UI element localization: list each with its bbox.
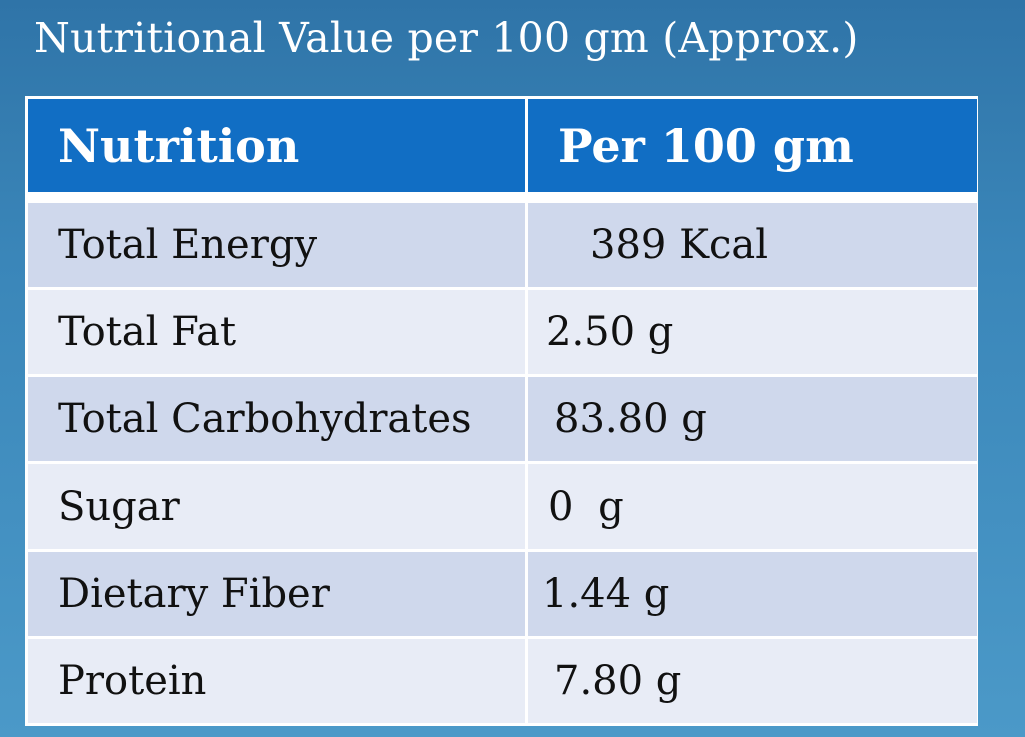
- table-row: Total Energy 389 Kcal: [28, 203, 977, 288]
- nutrient-name: Sugar: [28, 464, 525, 549]
- header-nutrition: Nutrition: [28, 99, 525, 200]
- page-title: Nutritional Value per 100 gm (Approx.): [34, 14, 859, 62]
- nutrient-name: Total Carbohydrates: [28, 377, 525, 462]
- nutrient-name: Total Energy: [28, 203, 525, 288]
- header-per-100-gm: Per 100 gm: [528, 99, 977, 200]
- nutrient-name: Total Fat: [28, 290, 525, 375]
- nutrient-name: Protein: [28, 638, 525, 723]
- nutrient-value: 389 Kcal: [528, 203, 977, 288]
- nutrient-value: 0 g: [528, 464, 977, 549]
- nutrition-table: Nutrition Per 100 gm Total Energy 389 Kc…: [25, 96, 978, 726]
- table-row: Total Carbohydrates 83.80 g: [28, 377, 977, 462]
- table-row: Dietary Fiber 1.44 g: [28, 551, 977, 636]
- nutrient-name: Dietary Fiber: [28, 551, 525, 636]
- table-row: Sugar 0 g: [28, 464, 977, 549]
- table-header-row: Nutrition Per 100 gm: [28, 99, 977, 200]
- table-row: Protein 7.80 g: [28, 638, 977, 723]
- nutrient-value: 83.80 g: [528, 377, 977, 462]
- nutrient-value: 1.44 g: [528, 551, 977, 636]
- table-row: Total Fat 2.50 g: [28, 290, 977, 375]
- nutrient-value: 7.80 g: [528, 638, 977, 723]
- nutrient-value: 2.50 g: [528, 290, 977, 375]
